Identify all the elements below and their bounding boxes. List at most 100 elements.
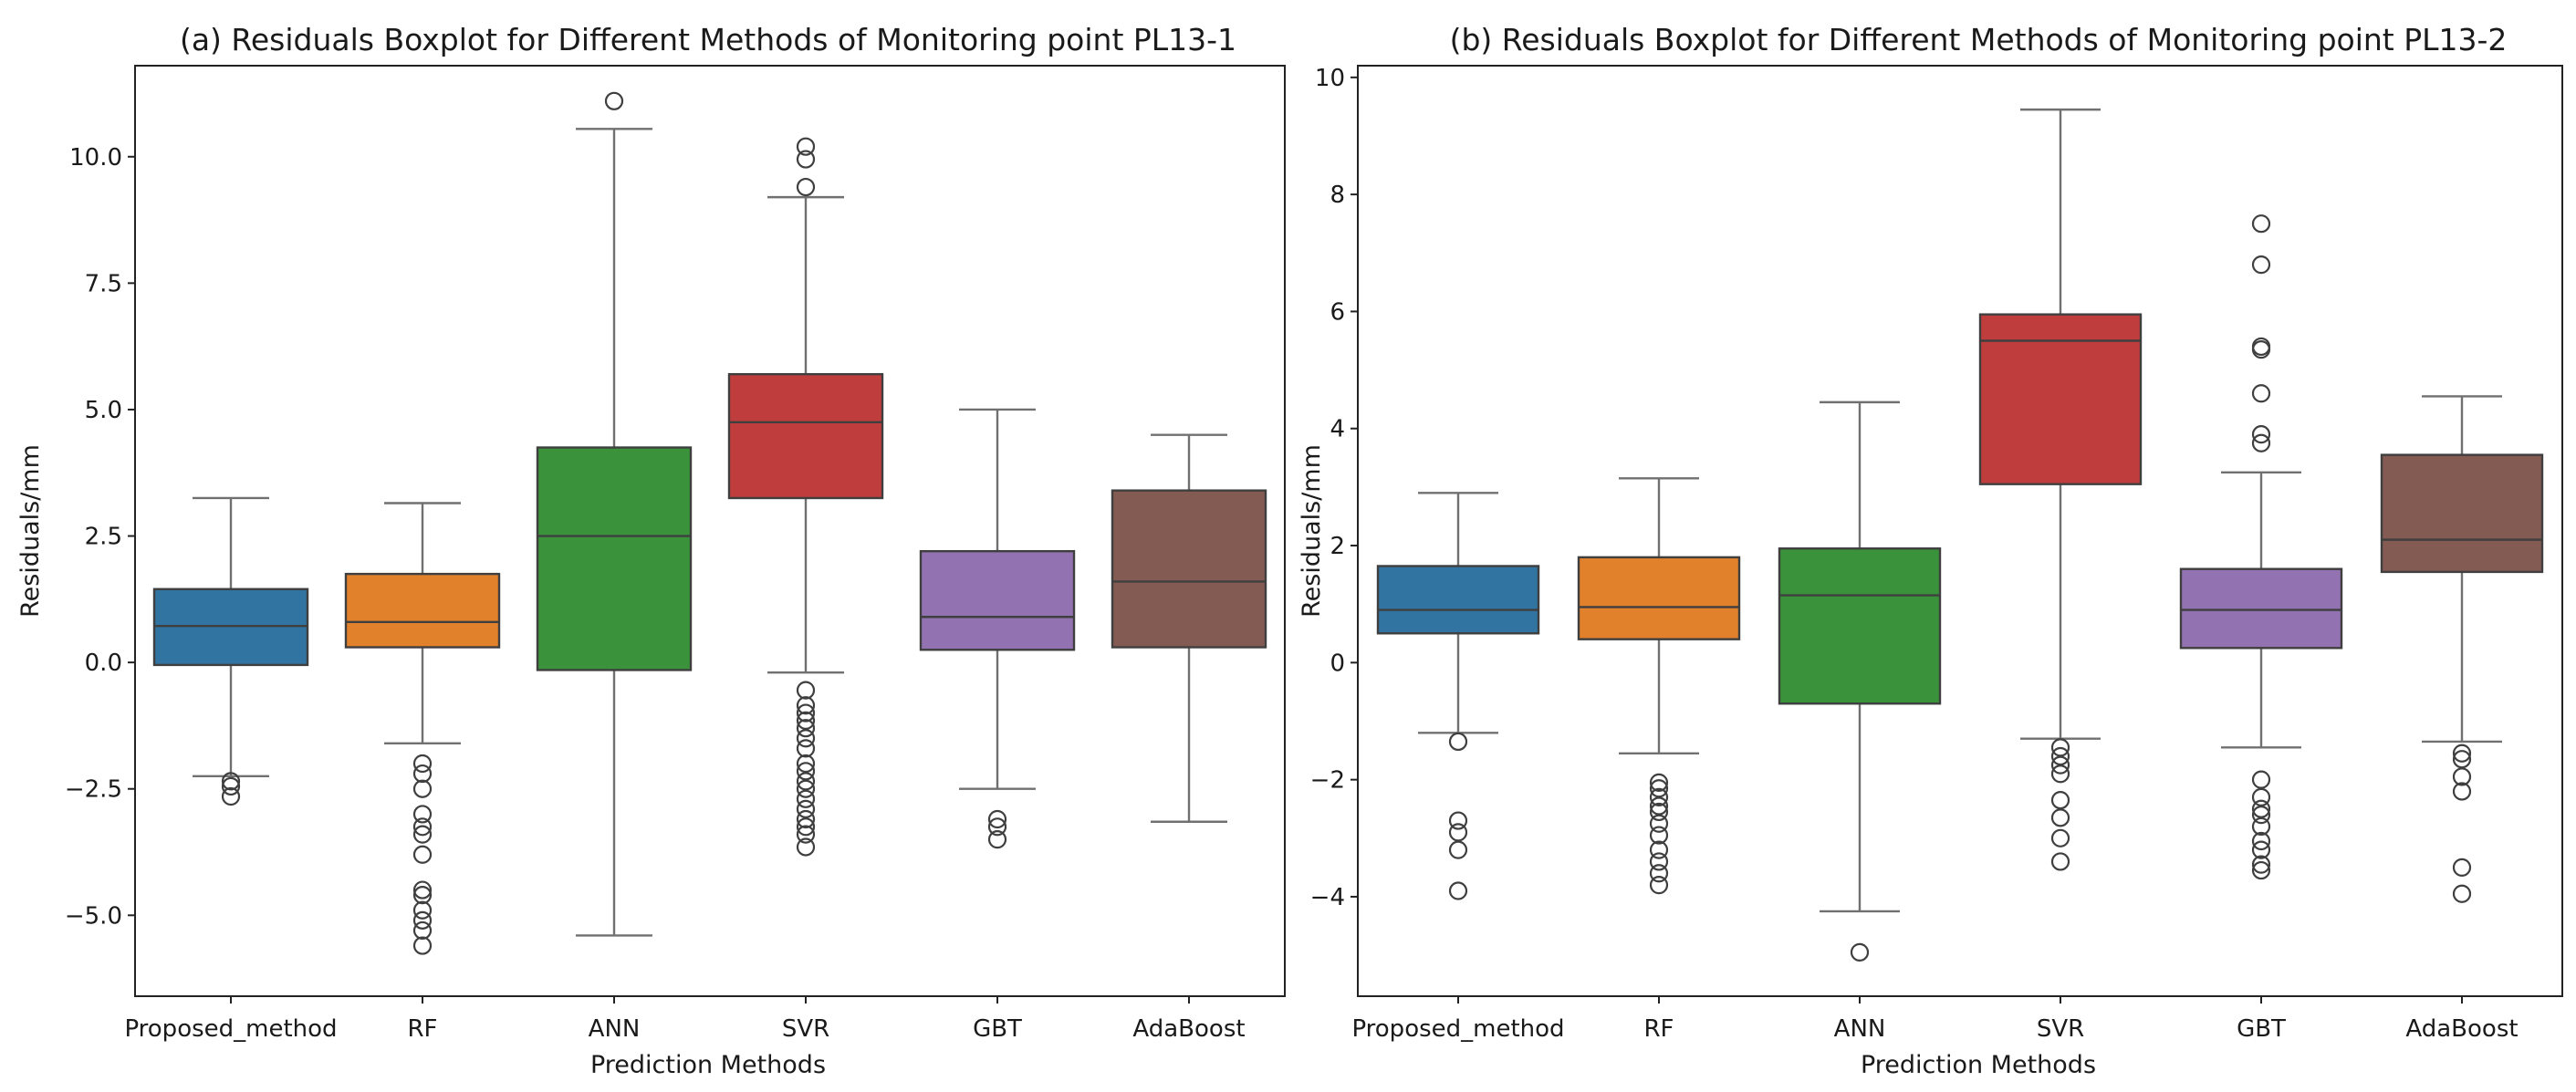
iqr-box <box>1577 556 1741 640</box>
outlier-point <box>2251 816 2271 837</box>
outlier-point <box>412 910 433 930</box>
y-axis: −4 −2 0 2 4 6 8 10 <box>1310 65 1358 911</box>
outlier-point <box>2050 746 2070 766</box>
outlier-point <box>987 817 1007 837</box>
outlier-point <box>412 845 433 864</box>
iqr-box <box>2380 453 2544 574</box>
outlier-point <box>2050 764 2070 784</box>
x-tick-label: AdaBoost <box>2405 1015 2518 1043</box>
y-tick-label: 0.0 <box>85 650 122 677</box>
x-tick-label: ANN <box>1834 1015 1886 1043</box>
box-ann <box>1778 400 1942 962</box>
iqr-box <box>2179 567 2343 650</box>
outlier-point <box>2251 806 2271 825</box>
box-adaboost <box>2380 395 2544 903</box>
outlier-point <box>796 711 816 730</box>
x-tick-label: Proposed_method <box>124 1015 337 1043</box>
outlier-point <box>796 739 816 758</box>
outlier-point <box>1850 942 1870 962</box>
outlier-point <box>796 762 816 781</box>
outlier-point <box>604 91 624 110</box>
box-gbt <box>2179 214 2343 880</box>
outlier-point <box>1649 814 1669 833</box>
box-svr <box>727 137 884 857</box>
outlier-point <box>1448 881 1468 900</box>
outlier-point <box>2251 860 2271 880</box>
outlier-point <box>2251 831 2271 851</box>
iqr-box <box>919 549 1076 651</box>
outlier-point <box>2050 828 2070 848</box>
x-tick-label: ANN <box>589 1015 641 1043</box>
outlier-point <box>796 137 816 156</box>
y-tick-label: 8 <box>1330 182 1345 209</box>
outlier-point <box>2452 750 2472 769</box>
box-proposed-method <box>152 496 309 806</box>
y-tick-label: −5.0 <box>65 902 122 930</box>
outlier-point <box>796 799 816 818</box>
y-tick-label: 0 <box>1330 650 1345 677</box>
outlier-point <box>412 817 433 837</box>
box-ann <box>536 91 693 937</box>
x-axis-label: Prediction Methods <box>590 1051 826 1079</box>
outlier-point <box>1448 840 1468 859</box>
x-axis: Proposed_method RF ANN SVR GBT AdaBoost <box>1351 996 2519 1043</box>
x-tick-label: SVR <box>782 1015 829 1043</box>
box-series <box>152 91 1267 955</box>
outlier-point <box>1649 840 1669 859</box>
outlier-point <box>796 789 816 808</box>
outlier-point <box>796 177 816 197</box>
outlier-point <box>796 825 816 844</box>
outlier-point <box>796 754 816 774</box>
outlier-point <box>2251 799 2271 818</box>
x-tick-label: RF <box>1643 1015 1674 1043</box>
outlier-point <box>412 886 433 905</box>
x-tick-label: SVR <box>2037 1015 2084 1043</box>
y-tick-label: 4 <box>1330 416 1345 443</box>
outlier-point <box>2251 840 2271 859</box>
box-gbt <box>919 408 1076 849</box>
iqr-box <box>344 572 501 649</box>
outlier-point <box>2251 214 2271 234</box>
iqr-box <box>727 372 884 500</box>
outlier-point <box>2050 808 2070 827</box>
y-tick-label: −2.5 <box>65 776 122 804</box>
outlier-point <box>1649 852 1669 871</box>
outlier-point <box>2251 855 2271 874</box>
outlier-point <box>2452 884 2472 903</box>
outlier-point <box>987 809 1007 829</box>
y-tick-label: 2.5 <box>85 524 122 551</box>
outlier-point <box>1649 826 1669 845</box>
outlier-point <box>796 703 816 723</box>
chart-panel-a: (a) Residuals Boxplot for Different Meth… <box>16 22 1286 1079</box>
outlier-point <box>221 776 241 796</box>
box-proposed-method <box>1376 492 1540 900</box>
box-adaboost <box>1111 433 1267 823</box>
chart-title: (a) Residuals Boxplot for Different Meth… <box>180 22 1236 57</box>
plot-area-frame <box>1357 65 2563 997</box>
outlier-point <box>796 779 816 798</box>
y-axis: −5.0 −2.5 0.0 2.5 5.0 7.5 10.0 <box>65 144 135 930</box>
y-tick-label: −4 <box>1310 884 1345 911</box>
x-tick-label: RF <box>407 1015 437 1043</box>
x-tick-label: Proposed_method <box>1351 1015 1564 1043</box>
outlier-point <box>2452 782 2472 801</box>
outlier-point <box>412 936 433 955</box>
outlier-point <box>221 772 241 791</box>
x-tick-label: GBT <box>2237 1015 2286 1043</box>
outlier-point <box>1649 787 1669 806</box>
x-axis-label: Prediction Methods <box>1861 1051 2096 1079</box>
iqr-box <box>1778 547 1942 705</box>
y-tick-label: 6 <box>1330 298 1345 326</box>
y-tick-label: 2 <box>1330 533 1345 560</box>
box-rf <box>344 502 501 955</box>
iqr-box <box>1111 489 1267 649</box>
iqr-box <box>1376 565 1540 635</box>
y-tick-label: 10.0 <box>69 144 122 172</box>
outlier-point <box>412 900 433 920</box>
y-tick-label: 10 <box>1315 65 1345 92</box>
y-tick-label: 7.5 <box>85 270 122 297</box>
outlier-point <box>2050 790 2070 810</box>
outlier-point <box>796 681 816 700</box>
outlier-point <box>1649 802 1669 822</box>
